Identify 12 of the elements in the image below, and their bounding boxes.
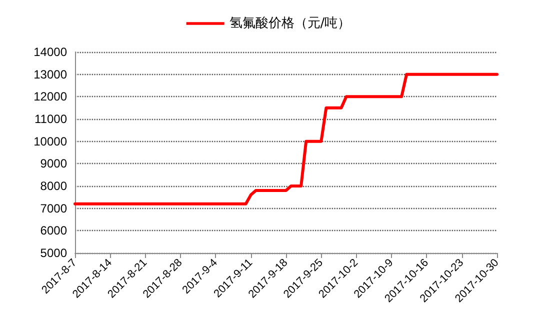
- legend-label: 氢氟酸价格（元/吨）: [229, 16, 351, 31]
- y-tick-label: 12000: [34, 90, 68, 104]
- y-tick-label: 8000: [40, 179, 68, 193]
- y-tick-label: 10000: [34, 134, 68, 148]
- y-tick-label: 11000: [34, 112, 68, 126]
- y-tick-label: 14000: [34, 45, 68, 59]
- y-tick-label: 6000: [40, 224, 68, 238]
- y-tick-label: 9000: [40, 156, 68, 171]
- y-tick-label: 5000: [40, 246, 68, 260]
- line-series: [74, 72, 498, 206]
- y-tick-label: 7000: [40, 201, 68, 216]
- y-tick-label: 13000: [34, 67, 68, 82]
